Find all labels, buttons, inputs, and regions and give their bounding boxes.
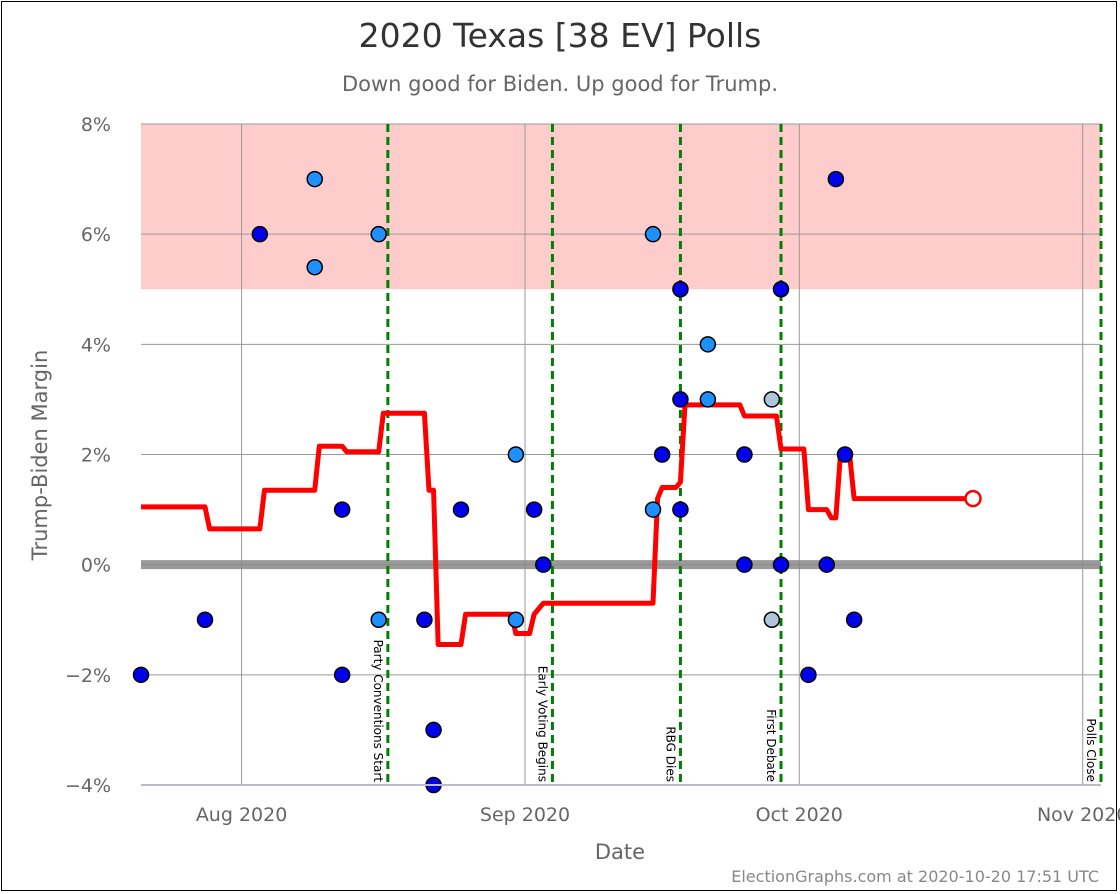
x-axis-label: Date: [595, 840, 645, 864]
event-label: First Debate: [764, 709, 778, 782]
x-tick-label: Oct 2020: [756, 804, 843, 826]
poll-point: [416, 611, 433, 628]
poll-point: [644, 501, 662, 518]
event-label: Early Voting Begins: [535, 666, 549, 782]
poll-point: [507, 446, 525, 463]
chart-title: 2020 Texas [38 EV] Polls: [359, 16, 762, 55]
poll-point: [699, 336, 717, 353]
poll-point: [672, 281, 689, 298]
poll-point: [772, 556, 790, 573]
poll-point: [836, 446, 854, 463]
y-tick-label: 8%: [81, 114, 111, 136]
poll-point: [425, 721, 442, 739]
poll-point: [763, 391, 781, 408]
poll-point: [370, 611, 387, 628]
poll-point: [845, 611, 863, 628]
y-tick-label: 4%: [81, 334, 111, 356]
event-label: Polls Close: [1084, 718, 1098, 782]
y-axis-label: Trump-Biden Margin: [28, 350, 52, 562]
poll-point: [370, 225, 387, 243]
x-tick-label: Aug 2020: [196, 804, 288, 826]
poll-point: [653, 446, 671, 463]
poll-point: [763, 611, 781, 628]
poll-point: [772, 281, 790, 298]
x-tick-label: Nov 2020: [1037, 804, 1120, 826]
y-tick-label: 0%: [81, 555, 111, 577]
poll-point: [644, 225, 662, 243]
chart-subtitle: Down good for Biden. Up good for Trump.: [342, 72, 778, 96]
poll-point: [672, 501, 689, 518]
poll-point: [818, 556, 835, 573]
poll-point: [535, 556, 552, 573]
poll-point: [333, 666, 351, 684]
trump-band: [141, 124, 1101, 290]
event-label: Party Conventions Start: [371, 640, 385, 783]
poll-point: [736, 446, 753, 463]
poll-point: [827, 170, 845, 188]
event-label: RBG Dies: [663, 726, 677, 782]
y-tick-label: −2%: [65, 665, 111, 687]
poll-point: [132, 666, 150, 684]
poll-point: [306, 258, 323, 276]
poll-point: [196, 611, 214, 628]
y-tick-label: 6%: [81, 224, 111, 246]
poll-point: [452, 501, 470, 518]
poll-point: [333, 501, 351, 518]
poll-point: [736, 556, 753, 573]
poll-point: [306, 170, 323, 188]
x-tick-label: Sep 2020: [480, 804, 570, 826]
y-tick-label: 2%: [81, 445, 111, 467]
poll-point: [251, 225, 269, 243]
poll-point: [699, 391, 717, 408]
poll-point: [672, 391, 689, 408]
poll-point: [507, 611, 525, 628]
average-end-marker: [964, 489, 982, 508]
poll-point: [800, 666, 817, 684]
poll-point: [525, 501, 543, 518]
average-line: [141, 402, 973, 648]
credit-text: ElectionGraphs.com at 2020-10-20 17:51 U…: [731, 867, 1099, 886]
y-tick-label: −4%: [65, 775, 111, 797]
